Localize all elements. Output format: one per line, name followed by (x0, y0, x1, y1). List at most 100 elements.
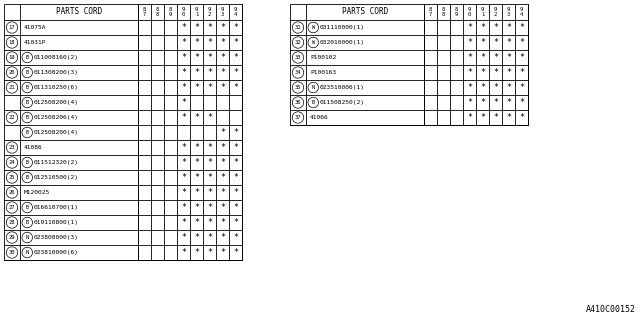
Text: *: * (467, 113, 472, 122)
Text: *: * (194, 68, 199, 77)
Text: 9
1: 9 1 (481, 7, 484, 17)
Text: 023510006(1): 023510006(1) (319, 85, 365, 90)
Text: *: * (194, 38, 199, 47)
Text: *: * (220, 248, 225, 257)
Text: *: * (220, 188, 225, 197)
Text: N: N (26, 235, 29, 240)
Text: 9
0: 9 0 (468, 7, 471, 17)
Text: 19: 19 (9, 55, 15, 60)
Text: *: * (519, 53, 524, 62)
Text: *: * (220, 38, 225, 47)
Text: *: * (194, 83, 199, 92)
Text: *: * (506, 38, 511, 47)
Text: *: * (506, 98, 511, 107)
Text: 34: 34 (295, 70, 301, 75)
Text: *: * (194, 188, 199, 197)
Text: 8
7: 8 7 (429, 7, 432, 17)
Text: *: * (233, 218, 238, 227)
Text: 41086: 41086 (24, 145, 43, 150)
Text: 8
9: 8 9 (455, 7, 458, 17)
Text: B: B (26, 220, 29, 225)
Text: *: * (220, 53, 225, 62)
Text: 27: 27 (9, 205, 15, 210)
Text: *: * (233, 68, 238, 77)
Text: *: * (480, 113, 485, 122)
Text: *: * (480, 98, 485, 107)
Text: B: B (26, 175, 29, 180)
Text: *: * (181, 218, 186, 227)
Bar (290, 4, 528, 125)
Text: 41075A: 41075A (24, 25, 47, 30)
Text: W: W (312, 25, 315, 30)
Text: 29: 29 (9, 235, 15, 240)
Text: *: * (519, 83, 524, 92)
Text: *: * (233, 38, 238, 47)
Text: *: * (467, 38, 472, 47)
Text: *: * (207, 83, 212, 92)
Text: 20: 20 (9, 70, 15, 75)
Text: *: * (480, 38, 485, 47)
Text: *: * (519, 23, 524, 32)
Text: *: * (506, 68, 511, 77)
Text: 011512320(2): 011512320(2) (33, 160, 79, 165)
Text: 26: 26 (9, 190, 15, 195)
Text: *: * (467, 83, 472, 92)
Text: *: * (220, 83, 225, 92)
Text: *: * (233, 23, 238, 32)
Text: 012508206(4): 012508206(4) (33, 115, 79, 120)
Text: 33: 33 (295, 55, 301, 60)
Text: *: * (181, 233, 186, 242)
Text: *: * (220, 233, 225, 242)
Text: 019110800(1): 019110800(1) (33, 220, 79, 225)
Text: *: * (220, 218, 225, 227)
Text: P100102: P100102 (310, 55, 336, 60)
Text: 41066: 41066 (310, 115, 329, 120)
Text: *: * (493, 83, 498, 92)
Text: *: * (181, 83, 186, 92)
Text: 30: 30 (9, 250, 15, 255)
Text: *: * (207, 248, 212, 257)
Text: B: B (26, 85, 29, 90)
Text: *: * (194, 23, 199, 32)
Text: *: * (220, 158, 225, 167)
Text: *: * (207, 188, 212, 197)
Text: *: * (181, 203, 186, 212)
Text: *: * (220, 68, 225, 77)
Text: A410C00152: A410C00152 (586, 305, 636, 314)
Text: 22: 22 (9, 115, 15, 120)
Text: 35: 35 (295, 85, 301, 90)
Text: *: * (181, 23, 186, 32)
Text: 18: 18 (9, 40, 15, 45)
Text: 9
2: 9 2 (494, 7, 497, 17)
Text: P100163: P100163 (310, 70, 336, 75)
Text: *: * (467, 98, 472, 107)
Text: *: * (207, 68, 212, 77)
Text: *: * (519, 113, 524, 122)
Text: *: * (467, 68, 472, 77)
Text: *: * (181, 53, 186, 62)
Text: 31: 31 (295, 25, 301, 30)
Text: *: * (493, 23, 498, 32)
Text: *: * (194, 218, 199, 227)
Text: B: B (26, 70, 29, 75)
Text: *: * (480, 83, 485, 92)
Text: 9
4: 9 4 (520, 7, 523, 17)
Text: *: * (233, 83, 238, 92)
Text: B: B (26, 160, 29, 165)
Text: *: * (207, 113, 212, 122)
Text: *: * (506, 23, 511, 32)
Text: 37: 37 (295, 115, 301, 120)
Text: 23: 23 (9, 145, 15, 150)
Text: *: * (207, 218, 212, 227)
Text: *: * (493, 98, 498, 107)
Text: 011310250(6): 011310250(6) (33, 85, 79, 90)
Text: *: * (207, 158, 212, 167)
Text: B: B (312, 100, 315, 105)
Text: *: * (207, 38, 212, 47)
Text: PARTS CORD: PARTS CORD (342, 7, 388, 17)
Text: B: B (26, 205, 29, 210)
Text: 24: 24 (9, 160, 15, 165)
Text: 011508250(2): 011508250(2) (319, 100, 365, 105)
Text: *: * (207, 173, 212, 182)
Text: *: * (480, 23, 485, 32)
